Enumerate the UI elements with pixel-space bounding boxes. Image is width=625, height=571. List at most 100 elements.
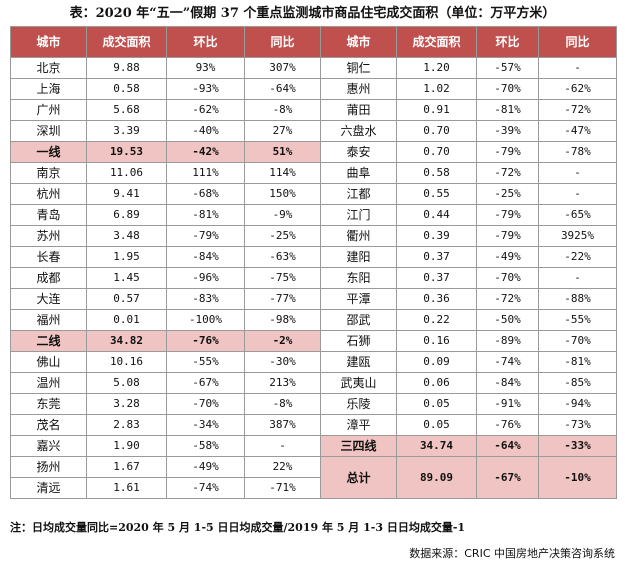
- table-cell: -67%: [166, 372, 245, 394]
- table-cell: 1.20: [396, 57, 477, 79]
- table-cell: 9.88: [86, 57, 167, 79]
- table-cell: -22%: [538, 246, 617, 268]
- table-cell: -96%: [166, 267, 245, 289]
- table-row: 苏州 3.48 -79% -25% 衢州 0.39 -79% 3925%: [10, 225, 617, 247]
- table-cell: -62%: [166, 99, 245, 121]
- table-cell: 乐陵: [320, 393, 397, 415]
- table-cell: -39%: [476, 120, 539, 142]
- table-cell: 111%: [166, 162, 245, 184]
- table-cell: 1.90: [86, 435, 167, 457]
- table-cell: 11.06: [86, 162, 167, 184]
- table-cell: -47%: [538, 120, 617, 142]
- table-cell: 5.08: [86, 372, 167, 394]
- table-cell: -76%: [476, 414, 539, 436]
- table-cell: 扬州: [10, 456, 87, 478]
- table-cell: -65%: [538, 204, 617, 226]
- column-header: 成交面积: [86, 26, 167, 58]
- table-cell: -64%: [244, 78, 321, 100]
- table-cell: -72%: [476, 162, 539, 184]
- table-cell: 二线: [10, 330, 87, 352]
- table-cell: 387%: [244, 414, 321, 436]
- footnote: 注：日均成交量同比=2020 年 5 月 1-5 日日均成交量/2019 年 5…: [10, 521, 466, 534]
- table-cell: 莆田: [320, 99, 397, 121]
- table-cell: -78%: [538, 141, 617, 163]
- table-cell: -57%: [476, 57, 539, 79]
- table-cell: 六盘水: [320, 120, 397, 142]
- total-cell: 总计: [320, 456, 397, 499]
- table-row: 杭州 9.41 -68% 150% 江都 0.55 -25% -: [10, 183, 617, 205]
- table-cell: -30%: [244, 351, 321, 373]
- table-cell: -98%: [244, 309, 321, 331]
- table-cell: 苏州: [10, 225, 87, 247]
- table-cell: -40%: [166, 120, 245, 142]
- table-row: 福州 0.01 -100% -98% 邵武 0.22 -50% -55%: [10, 309, 617, 331]
- table-cell: -79%: [476, 141, 539, 163]
- table-cell: 3.39: [86, 120, 167, 142]
- data-source: 数据来源：CRIC 中国房地产决策咨询系统: [409, 547, 615, 560]
- table-cell: -74%: [476, 351, 539, 373]
- table-cell: 34.82: [86, 330, 167, 352]
- table-cell: -50%: [476, 309, 539, 331]
- table-cell: -33%: [538, 435, 617, 457]
- total-cell: 89.09: [396, 456, 477, 499]
- table-cell: 0.05: [396, 393, 477, 415]
- table-cell: 惠州: [320, 78, 397, 100]
- column-header: 城市: [10, 26, 87, 58]
- table-cell: 213%: [244, 372, 321, 394]
- column-header: 城市: [320, 26, 397, 58]
- table-cell: -58%: [166, 435, 245, 457]
- table-cell: -84%: [166, 246, 245, 268]
- column-header: 环比: [476, 26, 539, 58]
- table-cell: 0.57: [86, 288, 167, 310]
- table-cell: 307%: [244, 57, 321, 79]
- table-cell: 佛山: [10, 351, 87, 373]
- table-cell: -63%: [244, 246, 321, 268]
- table-cell: 东阳: [320, 267, 397, 289]
- table-cell: 9.41: [86, 183, 167, 205]
- table-cell: -100%: [166, 309, 245, 331]
- table-cell: -71%: [244, 477, 321, 499]
- table-cell: 114%: [244, 162, 321, 184]
- table-cell: -49%: [166, 456, 245, 478]
- table-cell: 0.58: [396, 162, 477, 184]
- table-cell: 泰安: [320, 141, 397, 163]
- table-row: 长春 1.95 -84% -63% 建阳 0.37 -49% -22%: [10, 246, 617, 268]
- table-cell: -76%: [166, 330, 245, 352]
- table-cell: 27%: [244, 120, 321, 142]
- table-cell: 福州: [10, 309, 87, 331]
- table-cell: 杭州: [10, 183, 87, 205]
- table-cell: -55%: [166, 351, 245, 373]
- table-cell: 150%: [244, 183, 321, 205]
- table-cell: -81%: [538, 351, 617, 373]
- total-cell: -67%: [476, 456, 539, 499]
- table-cell: 一线: [10, 141, 87, 163]
- table-cell: -74%: [166, 477, 245, 499]
- table-cell: 0.44: [396, 204, 477, 226]
- table-row: 温州 5.08 -67% 213% 武夷山 0.06 -84% -85%: [10, 372, 617, 394]
- table-row: 深圳 3.39 -40% 27% 六盘水 0.70 -39% -47%: [10, 120, 617, 142]
- table-cell: 0.22: [396, 309, 477, 331]
- table-cell: 三四线: [320, 435, 397, 457]
- table-cell: -70%: [166, 393, 245, 415]
- table-cell: 茂名: [10, 414, 87, 436]
- table-row: 大连 0.57 -83% -77% 平潭 0.36 -72% -88%: [10, 288, 617, 310]
- table-cell: -70%: [476, 267, 539, 289]
- table-cell: 成都: [10, 267, 87, 289]
- table-cell: 建瓯: [320, 351, 397, 373]
- table-cell: 衢州: [320, 225, 397, 247]
- table-row: 一线 19.53 -42% 51% 泰安 0.70 -79% -78%: [10, 141, 617, 163]
- header-row: 城市 成交面积 环比 同比 城市 成交面积 环比 同比: [10, 26, 617, 58]
- table-row: 佛山 10.16 -55% -30% 建瓯 0.09 -74% -81%: [10, 351, 617, 373]
- table-cell: -62%: [538, 78, 617, 100]
- table-row: 广州 5.68 -62% -8% 莆田 0.91 -81% -72%: [10, 99, 617, 121]
- table-cell: 长春: [10, 246, 87, 268]
- table-cell: 2.83: [86, 414, 167, 436]
- table-cell: 5.68: [86, 99, 167, 121]
- table-cell: -81%: [476, 99, 539, 121]
- table-cell: -25%: [476, 183, 539, 205]
- table-cell: -64%: [476, 435, 539, 457]
- table-title: 表：2020 年“五一”假期 37 个重点监测城市商品住宅成交面积（单位：万平方…: [69, 6, 556, 21]
- column-header: 成交面积: [396, 26, 477, 58]
- column-header: 环比: [166, 26, 245, 58]
- table-cell: 0.16: [396, 330, 477, 352]
